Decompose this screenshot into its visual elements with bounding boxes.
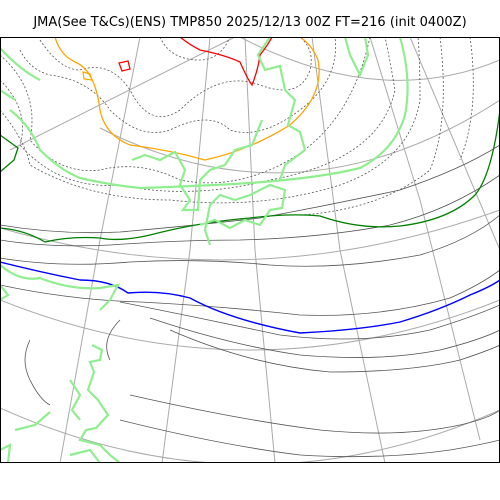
red-isotherm-small (118, 60, 131, 72)
coastlines (0, 37, 409, 463)
map-background (0, 37, 500, 463)
solid-contours (0, 144, 500, 458)
green-isotherm (0, 109, 500, 243)
green-isotherm-left (0, 134, 19, 173)
dotted-contours (0, 37, 474, 216)
map-title: JMA(See T&Cs)(ENS) TMP850 2025/12/13 00Z… (33, 15, 467, 30)
red-isotherm (179, 37, 273, 87)
graticule (0, 37, 500, 463)
orange-isotherm-small (82, 71, 93, 81)
blue-isotherm (0, 261, 500, 334)
orange-isotherm (54, 37, 320, 161)
